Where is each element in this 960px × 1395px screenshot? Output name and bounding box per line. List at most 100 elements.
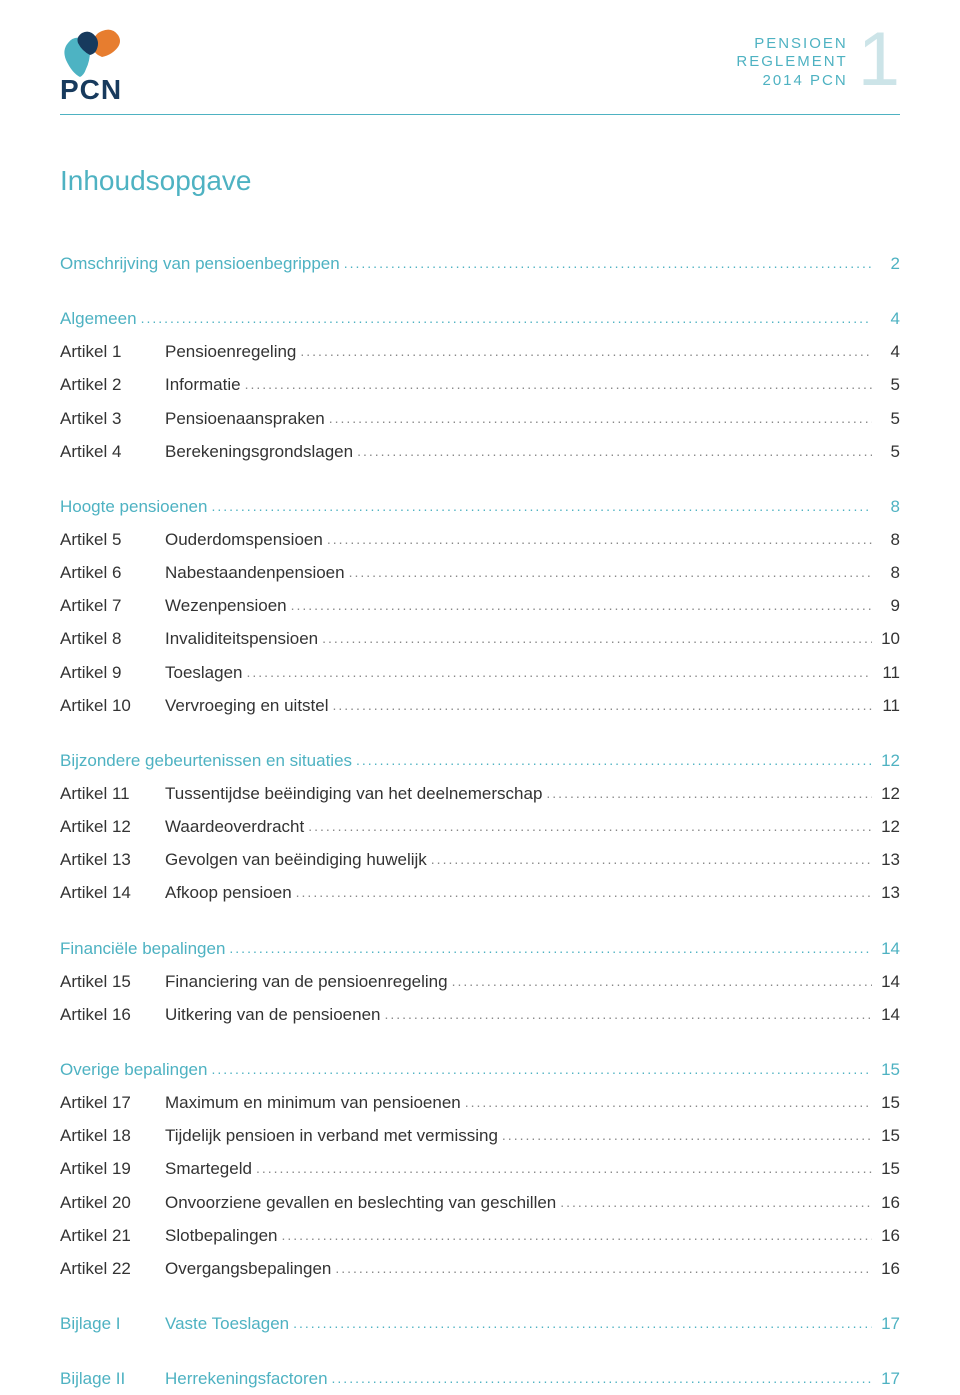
toc-leader-dots xyxy=(349,559,872,586)
table-of-contents: Omschrijving van pensioenbegrippen2 Algem… xyxy=(60,247,900,1395)
toc-item-row[interactable]: Artikel 20Onvoorziene gevallen en beslec… xyxy=(60,1186,900,1219)
toc-item-row[interactable]: Artikel 21Slotbepalingen 16 xyxy=(60,1219,900,1252)
toc-entry-title: Tijdelijk pensioen in verband met vermis… xyxy=(165,1119,502,1152)
toc-leader-dots xyxy=(344,250,872,277)
toc-leader-dots xyxy=(293,1310,872,1337)
toc-article-label: Artikel 18 xyxy=(60,1119,165,1152)
toc-entry-title: Bijzondere gebeurtenissen en situaties xyxy=(60,744,356,777)
page-title: Inhoudsopgave xyxy=(60,165,900,197)
toc-leader-dots xyxy=(384,1001,872,1028)
toc-item-row[interactable]: Artikel 8Invaliditeitspensioen 10 xyxy=(60,622,900,655)
toc-entry-title: Maximum en minimum van pensioenen xyxy=(165,1086,465,1119)
toc-entry-title: Waardeoverdracht xyxy=(165,810,308,843)
toc-item-row[interactable]: Artikel 10Vervroeging en uitstel11 xyxy=(60,689,900,722)
toc-leader-dots xyxy=(296,879,872,906)
toc-item-row[interactable]: Artikel 22Overgangsbepalingen16 xyxy=(60,1252,900,1285)
toc-page-number: 8 xyxy=(872,556,900,589)
toc-page-number: 9 xyxy=(872,589,900,622)
toc-article-label: Artikel 20 xyxy=(60,1186,165,1219)
toc-item-row[interactable]: Artikel 18Tijdelijk pensioen in verband … xyxy=(60,1119,900,1152)
toc-item-row[interactable]: Artikel 13Gevolgen van beëindiging huwel… xyxy=(60,843,900,876)
toc-section-row[interactable]: Omschrijving van pensioenbegrippen2 xyxy=(60,247,900,280)
toc-page-number: 12 xyxy=(872,744,900,777)
toc-leader-dots xyxy=(245,371,872,398)
toc-page-number: 14 xyxy=(872,998,900,1031)
toc-article-label: Artikel 7 xyxy=(60,589,165,622)
toc-item-row[interactable]: Artikel 16Uitkering van de pensioenen14 xyxy=(60,998,900,1031)
toc-entry-title: Afkoop pensioen xyxy=(165,876,296,909)
toc-item-row[interactable]: Artikel 14Afkoop pensioen13 xyxy=(60,876,900,909)
toc-section-row[interactable]: Algemeen4 xyxy=(60,302,900,335)
header-right: PENSIOEN REGLEMENT 2014 PCN 1 xyxy=(736,25,900,91)
toc-page-number: 13 xyxy=(872,876,900,909)
page-number-large: 1 xyxy=(858,30,900,91)
toc-leader-dots xyxy=(329,405,872,432)
toc-page-number: 10 xyxy=(872,622,900,655)
toc-leader-dots xyxy=(300,338,872,365)
toc-section-row[interactable]: Financiële bepalingen 14 xyxy=(60,932,900,965)
toc-item-row[interactable]: Artikel 6Nabestaandenpensioen8 xyxy=(60,556,900,589)
toc-entry-title: Financiering van de pensioenregeling xyxy=(165,965,452,998)
toc-leader-dots xyxy=(247,659,872,686)
toc-entry-title: Smartegeld xyxy=(165,1152,256,1185)
toc-leader-dots xyxy=(281,1222,872,1249)
toc-page-number: 16 xyxy=(872,1219,900,1252)
toc-leader-dots xyxy=(211,1056,872,1083)
toc-item-row[interactable]: Artikel 5Ouderdomspensioen8 xyxy=(60,523,900,556)
toc-page-number: 13 xyxy=(872,843,900,876)
toc-page-number: 14 xyxy=(872,932,900,965)
toc-item-row[interactable]: Artikel 15Financiering van de pensioenre… xyxy=(60,965,900,998)
toc-article-label: Artikel 22 xyxy=(60,1252,165,1285)
toc-entry-title: Financiële bepalingen xyxy=(60,932,229,965)
toc-item-row[interactable]: Artikel 12Waardeoverdracht 12 xyxy=(60,810,900,843)
toc-bijlage-label: Bijlage II xyxy=(60,1362,165,1395)
toc-item-row[interactable]: Artikel 11Tussentijdse beëindiging van h… xyxy=(60,777,900,810)
toc-page-number: 5 xyxy=(872,435,900,468)
toc-article-label: Artikel 12 xyxy=(60,810,165,843)
toc-entry-title: Hoogte pensioenen xyxy=(60,490,211,523)
toc-leader-dots xyxy=(560,1189,872,1216)
toc-article-label: Artikel 13 xyxy=(60,843,165,876)
toc-section-row[interactable]: Overige bepalingen15 xyxy=(60,1053,900,1086)
toc-entry-title: Omschrijving van pensioenbegrippen xyxy=(60,247,344,280)
toc-entry-title: Herrekeningsfactoren xyxy=(165,1362,332,1395)
toc-item-row[interactable]: Artikel 9Toeslagen11 xyxy=(60,656,900,689)
toc-leader-dots xyxy=(322,625,872,652)
toc-item-row[interactable]: Artikel 7Wezenpensioen 9 xyxy=(60,589,900,622)
toc-article-label: Artikel 21 xyxy=(60,1219,165,1252)
toc-page-number: 8 xyxy=(872,490,900,523)
toc-page-number: 5 xyxy=(872,402,900,435)
toc-leader-dots xyxy=(327,526,872,553)
toc-item-row[interactable]: Artikel 17Maximum en minimum van pensioe… xyxy=(60,1086,900,1119)
toc-page-number: 4 xyxy=(872,302,900,335)
toc-page-number: 11 xyxy=(872,656,900,689)
toc-entry-title: Wezenpensioen xyxy=(165,589,291,622)
toc-bijlage-label: Bijlage I xyxy=(60,1307,165,1340)
toc-section-row[interactable]: Hoogte pensioenen 8 xyxy=(60,490,900,523)
toc-item-row[interactable]: Artikel 3Pensioenaanspraken5 xyxy=(60,402,900,435)
toc-page-number: 17 xyxy=(872,1362,900,1395)
toc-section-row[interactable]: Bijlage IVaste Toeslagen 17 xyxy=(60,1307,900,1340)
toc-section-row[interactable]: Bijlage IIHerrekeningsfactoren 17 xyxy=(60,1362,900,1395)
toc-entry-title: Slotbepalingen xyxy=(165,1219,281,1252)
toc-item-row[interactable]: Artikel 2Informatie5 xyxy=(60,368,900,401)
toc-page-number: 11 xyxy=(872,689,900,722)
toc-article-label: Artikel 8 xyxy=(60,622,165,655)
toc-leader-dots xyxy=(546,780,872,807)
logo-mark-icon xyxy=(60,25,130,80)
toc-page-number: 15 xyxy=(872,1152,900,1185)
toc-item-row[interactable]: Artikel 4Berekeningsgrondslagen5 xyxy=(60,435,900,468)
toc-page-number: 17 xyxy=(872,1307,900,1340)
toc-leader-dots xyxy=(333,692,873,719)
toc-entry-title: Vaste Toeslagen xyxy=(165,1307,293,1340)
toc-article-label: Artikel 4 xyxy=(60,435,165,468)
toc-entry-title: Invaliditeitspensioen xyxy=(165,622,322,655)
toc-page-number: 12 xyxy=(872,810,900,843)
toc-entry-title: Vervroeging en uitstel xyxy=(165,689,333,722)
toc-item-row[interactable]: Artikel 19Smartegeld15 xyxy=(60,1152,900,1185)
toc-section-row[interactable]: Bijzondere gebeurtenissen en situaties 12 xyxy=(60,744,900,777)
logo: PCN xyxy=(60,25,130,106)
toc-item-row[interactable]: Artikel 1Pensioenregeling4 xyxy=(60,335,900,368)
toc-entry-title: Nabestaandenpensioen xyxy=(165,556,349,589)
toc-entry-title: Toeslagen xyxy=(165,656,247,689)
